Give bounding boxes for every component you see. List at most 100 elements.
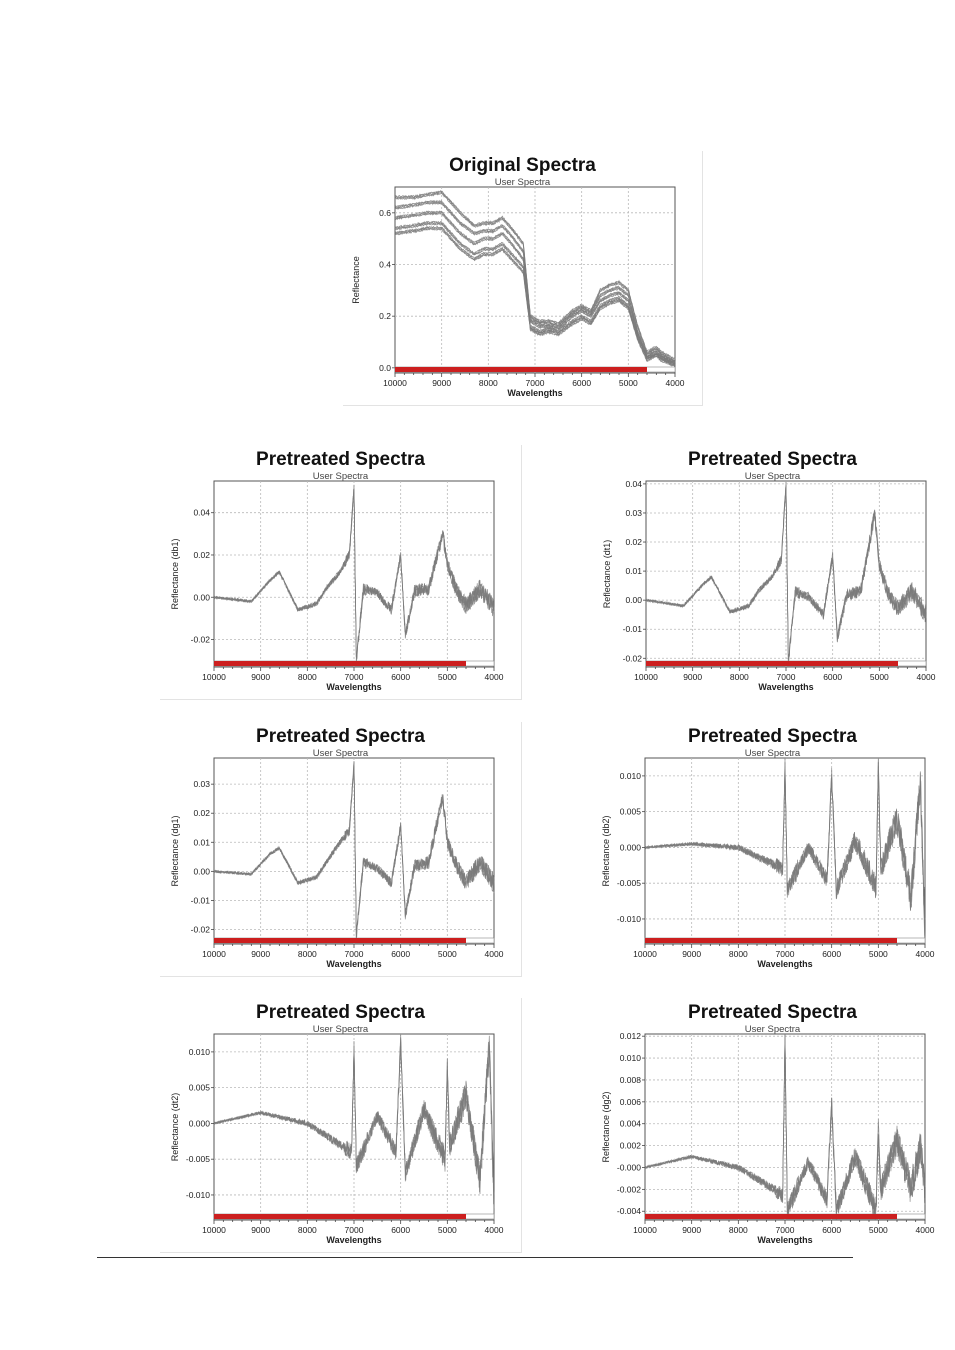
y-tick-label: 0.03 (625, 508, 642, 518)
y-tick-label: 0.008 (620, 1075, 642, 1085)
y-tick-label: 0.004 (620, 1119, 642, 1129)
x-tick-label: 7000 (526, 378, 545, 388)
chart-plot: -0.010 -0.005 0.000 0.005 0.010 10000 9000 8000… (601, 757, 935, 969)
y-tick-label: 0.0 (379, 363, 391, 373)
y-tick-label: -0.005 (617, 878, 641, 888)
y-axis-label: Reflectance (db2) (601, 815, 611, 886)
range-bar-selected (645, 1214, 897, 1219)
spectrum-line (394, 190, 676, 360)
chart-subtitle: User Spectra (312, 1024, 369, 1035)
y-tick-label: 0.005 (189, 1083, 211, 1093)
spectrum-line (644, 757, 926, 944)
y-axis-label: Reflectance (dt1) (602, 540, 612, 609)
x-tick-label: 7000 (776, 949, 795, 959)
chart-plot: -0.02 -0.01 0.00 0.01 0.02 0.03 10000 9000 8000 7… (170, 757, 504, 969)
chart-subtitle: User Spectra (312, 748, 369, 759)
y-tick-label: 0.4 (379, 260, 391, 270)
y-tick-label: 0.01 (193, 837, 210, 847)
x-tick-label: 4000 (666, 378, 685, 388)
spectrum-line (394, 210, 676, 363)
spectrum-line (394, 199, 676, 363)
spectrum-line (644, 1033, 926, 1220)
x-axis-label: Wavelengths (757, 959, 812, 969)
x-tick-label: 9000 (251, 1225, 270, 1235)
y-tick-label: 0.03 (193, 779, 210, 789)
chart-panel-db1: Pretreated Spectra User Spectra -0.02 0.0… (160, 445, 522, 700)
range-bar-selected (214, 938, 466, 943)
x-tick-label: 8000 (298, 949, 317, 959)
chart-panel-dg1: Pretreated Spectra User Spectra -0.02 -0.… (160, 722, 522, 977)
x-tick-label: 8000 (730, 672, 749, 682)
x-tick-label: 4000 (917, 672, 936, 682)
y-tick-label: 0.00 (193, 592, 210, 602)
chart-panel-dt1: Pretreated Spectra User Spectra -0.02 -0.… (592, 445, 953, 699)
y-tick-label: -0.000 (617, 1162, 641, 1172)
x-tick-label: 10000 (633, 949, 657, 959)
x-axis-label: Wavelengths (757, 1235, 812, 1245)
range-bar-selected (646, 661, 898, 666)
x-tick-label: 7000 (776, 1225, 795, 1235)
y-tick-label: 0.6 (379, 208, 391, 218)
x-tick-label: 10000 (202, 672, 226, 682)
x-tick-label: 7000 (345, 949, 364, 959)
x-tick-label: 6000 (391, 949, 410, 959)
x-tick-label: 5000 (869, 1225, 888, 1235)
spectrum-line (213, 491, 495, 660)
y-tick-label: 0.2 (379, 311, 391, 321)
x-axis-label: Wavelengths (326, 1235, 381, 1245)
x-tick-label: 5000 (619, 378, 638, 388)
x-tick-label: 9000 (683, 672, 702, 682)
y-tick-label: -0.02 (191, 924, 211, 934)
y-tick-label: -0.004 (617, 1206, 641, 1216)
chart-panel-original: Original Spectra User Spectra 0.0 0.2 0.4 0… (343, 151, 703, 406)
range-bar-selected (645, 938, 897, 943)
chart-plot: -0.004 -0.002 -0.000 0.002 0.004 0.006 0.008 0.… (601, 1031, 935, 1245)
y-axis-label: Reflectance (dg2) (601, 1091, 611, 1162)
y-tick-label: 0.000 (189, 1118, 211, 1128)
x-tick-label: 5000 (870, 672, 889, 682)
x-tick-label: 8000 (729, 949, 748, 959)
y-tick-label: 0.006 (620, 1097, 642, 1107)
x-tick-label: 8000 (298, 1225, 317, 1235)
x-tick-label: 7000 (777, 672, 796, 682)
chart-title: Pretreated Spectra (256, 726, 425, 747)
y-axis-label: Reflectance (351, 256, 361, 304)
chart-title: Pretreated Spectra (688, 449, 857, 470)
x-tick-label: 6000 (823, 672, 842, 682)
range-bar-selected (214, 661, 466, 666)
y-tick-label: 0.02 (193, 550, 210, 560)
x-tick-label: 9000 (251, 949, 270, 959)
x-tick-label: 4000 (485, 672, 504, 682)
x-tick-label: 6000 (572, 378, 591, 388)
chart-title: Pretreated Spectra (256, 1002, 425, 1023)
x-tick-label: 5000 (438, 949, 457, 959)
y-tick-label: 0.012 (620, 1031, 642, 1041)
x-axis-label: Wavelengths (758, 682, 813, 692)
x-tick-label: 4000 (916, 949, 935, 959)
y-tick-label: 0.02 (193, 808, 210, 818)
y-axis-label: Reflectance (db1) (170, 538, 180, 609)
y-tick-label: 0.010 (620, 771, 642, 781)
chart-title: Pretreated Spectra (256, 449, 425, 470)
x-tick-label: 9000 (682, 949, 701, 959)
x-tick-label: 5000 (869, 949, 888, 959)
chart-subtitle: User Spectra (312, 471, 369, 482)
x-tick-label: 6000 (822, 1225, 841, 1235)
range-bar-selected (214, 1214, 466, 1219)
y-tick-label: 0.005 (620, 807, 642, 817)
y-tick-label: -0.010 (617, 914, 641, 924)
y-tick-label: 0.04 (193, 508, 210, 518)
y-tick-label: -0.01 (191, 895, 211, 905)
y-tick-label: 0.002 (620, 1141, 642, 1151)
x-tick-label: 10000 (202, 949, 226, 959)
y-tick-label: -0.01 (623, 624, 643, 634)
chart-subtitle: User Spectra (744, 748, 801, 759)
x-axis-label: Wavelengths (326, 682, 381, 692)
x-tick-label: 4000 (485, 1225, 504, 1235)
x-tick-label: 7000 (345, 672, 364, 682)
chart-subtitle: User Spectra (744, 1024, 801, 1035)
x-tick-label: 8000 (729, 1225, 748, 1235)
x-tick-label: 5000 (438, 672, 457, 682)
x-tick-label: 6000 (391, 672, 410, 682)
chart-plot: -0.02 -0.01 0.00 0.01 0.02 0.03 0.04 10000 9000 8… (602, 479, 936, 692)
